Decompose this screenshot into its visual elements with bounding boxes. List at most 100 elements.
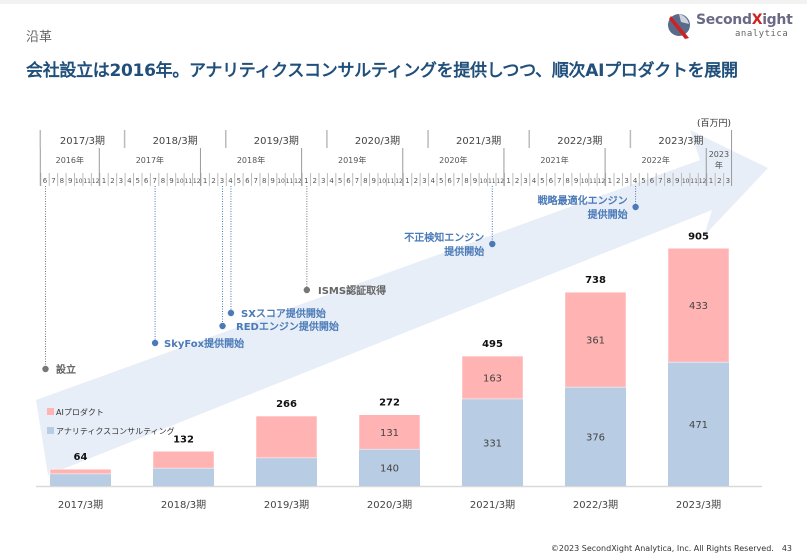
section-title: 沿革 [26,30,53,45]
month-label: 7 [658,177,662,185]
month-label: 12 [699,178,707,185]
milestone-label: 提供開始 [444,245,484,258]
month-label: 12 [294,178,302,185]
bar-ai-value: 433 [689,301,708,312]
timeline-ruler: 6 7 8 9 10 11 12 1 2 3 4 5 6 7 8 9 10 11 12 1 2 3 4 5 6 7 8 9 10 11 12… [39,130,733,186]
month-label: 10 [378,178,386,185]
copyright: ©2023 SecondXight Analytica, Inc. All Ri… [550,544,774,553]
month-label: 11 [286,178,294,185]
category-label: 2021/3期 [470,499,515,511]
month-label: 2 [414,177,418,185]
month-label: 9 [675,177,679,185]
legend-item: AIプロダクト [47,407,104,417]
bar-ai-value: 163 [483,374,502,385]
bar-ai [255,415,318,459]
category-label: 2022/3期 [573,499,618,511]
milestone-label: REDエンジン提供開始 [236,320,339,333]
logo-subtitle: analytica [735,29,789,39]
month-label: 3 [523,177,527,185]
month-label: 12 [92,178,100,185]
legend-label: AIプロダクト [56,407,104,417]
month-label: 1 [203,177,207,185]
fiscal-label: 2021/3期 [456,135,501,147]
month-label: 7 [254,177,258,185]
month-label: 5 [540,177,544,185]
month-label: 2 [110,177,114,185]
bar-consulting [153,468,214,486]
month-label: 4 [127,177,132,185]
month-label: 3 [624,177,628,185]
milestone-label: ISMS認証取得 [318,284,386,297]
month-label: 10 [277,178,285,185]
bar-group: 132 2018/3期 [152,434,215,511]
fiscal-label: 2020/3期 [355,135,400,147]
month-label: 12 [395,178,403,185]
bar-total: 905 [688,231,709,242]
month-label: 10 [176,178,184,185]
category-label: 2020/3期 [367,499,412,511]
month-label: 11 [184,178,192,185]
milestone-label: 不正検知エンジン [404,231,484,244]
bar-ai [358,414,421,450]
month-label: 11 [589,178,597,185]
month-label: 6 [43,177,48,185]
milestone-dot [227,309,235,317]
month-label: 3 [220,177,224,185]
bar-consulting [50,473,111,486]
month-label: 8 [464,177,468,185]
logo-mark-icon [668,14,690,39]
month-label: 10 [682,178,690,185]
bar-consulting [256,457,317,486]
month-label: 5 [641,177,645,185]
category-label: 2019/3期 [264,499,309,511]
year-label: 2018年 [237,155,265,165]
month-label: 7 [456,177,460,185]
month-label: 10 [480,178,488,185]
month-label: 7 [355,177,359,185]
month-label: 10 [581,178,589,185]
unit-label: (百万円) [697,119,732,129]
month-label: 5 [338,177,342,185]
milestone-dot [151,339,159,347]
page-number: 43 [781,544,792,553]
month-label: 3 [726,177,730,185]
year-label-suffix: 年 [715,160,723,170]
bar-ai-value: 131 [380,428,399,439]
milestone-label: SkyFox提供開始 [164,337,244,350]
bar-ai [152,451,215,469]
fiscal-label: 2023/3期 [658,135,703,147]
bar-consulting [462,398,523,486]
month-label: 12 [598,178,606,185]
bar-ai [49,468,112,475]
month-label: 12 [496,178,504,185]
month-label: 11 [83,178,91,185]
bar-total: 495 [482,339,503,350]
month-label: 1 [709,177,713,185]
month-label: 9 [372,177,376,185]
year-label: 2016年 [56,155,84,165]
bar-consulting-value: 140 [380,464,399,475]
bar-total: 266 [276,399,297,410]
bar-total: 738 [585,275,606,286]
month-label: 8 [363,177,367,185]
month-label: 6 [447,177,452,185]
milestone-dot [219,322,226,330]
month-label: 1 [608,177,612,185]
month-label: 6 [245,177,250,185]
bar-consulting [565,387,626,486]
milestone-label: 設立 [56,363,76,376]
month-label: 9 [68,177,72,185]
fiscal-label: 2022/3期 [557,135,602,147]
bar-consulting [668,362,729,486]
bar-group: 331 163 495 2021/3期 [461,339,524,511]
month-label: 5 [237,177,241,185]
bar-group: 471 433 905 2023/3期 [667,231,730,511]
month-label: 4 [228,177,233,185]
bar-consulting [359,449,420,486]
legend-swatch [47,408,54,415]
page-headline: 会社設立は2016年。アナリティクスコンサルティングを提供しつつ、順次AIプロダ… [26,61,738,81]
month-label: 8 [262,177,266,185]
